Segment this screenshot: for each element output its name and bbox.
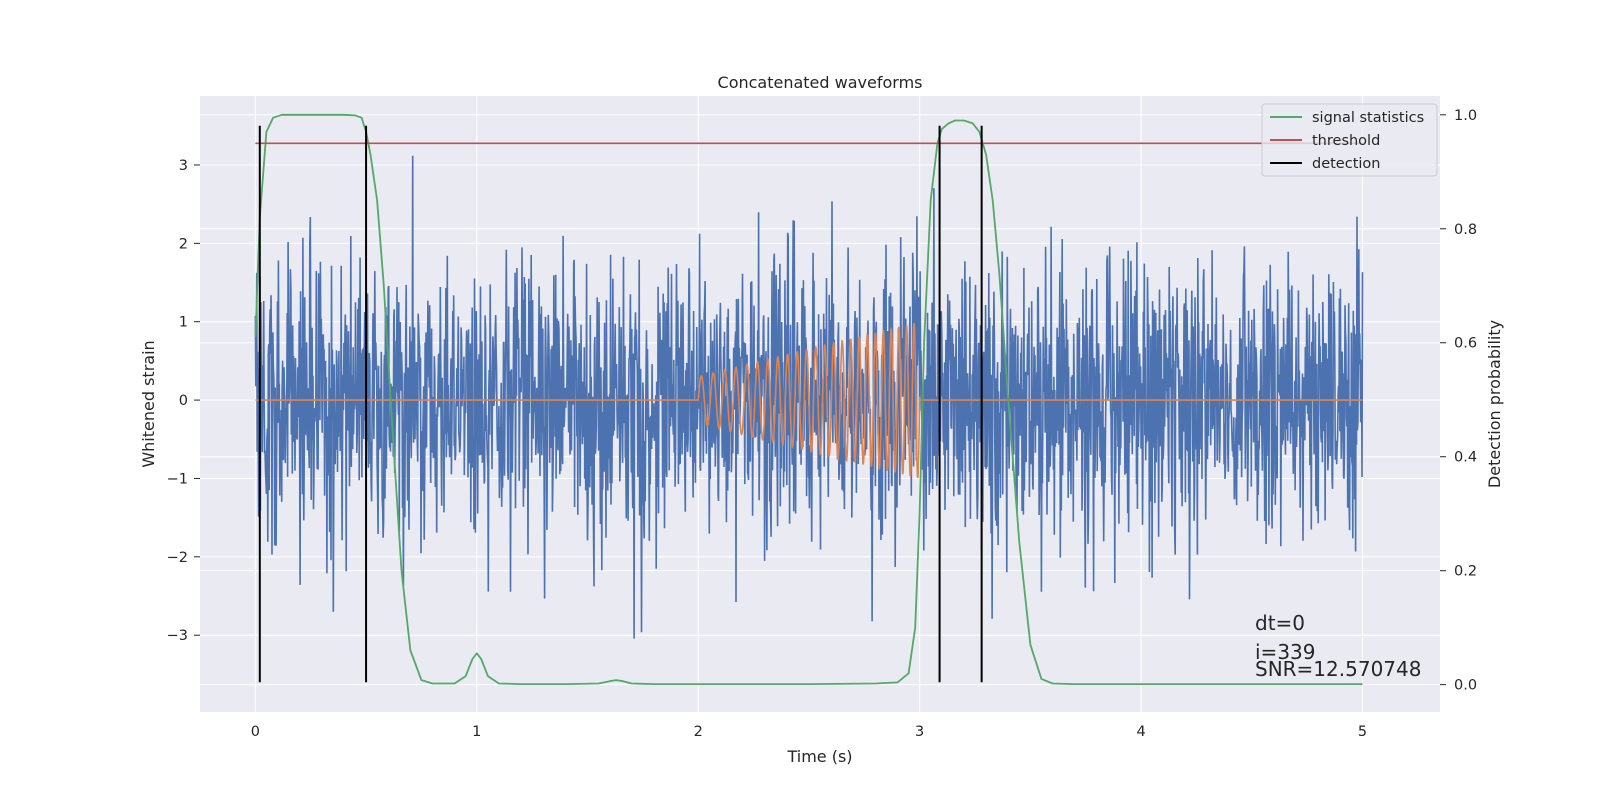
plot-area (254, 113, 1364, 685)
x-tick-label: 5 (1358, 724, 1367, 740)
x-tick-label: 4 (1136, 724, 1145, 740)
y-tick-label: 0 (179, 393, 188, 409)
y2-tick-label: 0.6 (1454, 336, 1477, 352)
y2-tick-label: 0.2 (1454, 564, 1477, 580)
legend-box (1261, 103, 1438, 177)
chart-title: Concatenated waveforms (718, 73, 923, 92)
legend-label-signal-statistics: signal statistics (1312, 110, 1424, 126)
series-noise-line (254, 155, 1364, 639)
y2-tick-label: 0.8 (1454, 222, 1477, 238)
legend: signal statistics threshold detection (1261, 103, 1438, 177)
y-tick-label: −2 (167, 550, 188, 566)
annotation-dt: dt=0 (1255, 611, 1305, 635)
y-tick-label: 1 (179, 315, 188, 331)
y-tick-label: −3 (167, 628, 188, 644)
annotation-index: i=339 (1255, 640, 1316, 664)
legend-label-detection: detection (1312, 156, 1380, 172)
y-tick-label: 2 (179, 236, 188, 252)
y2-tick-label: 0.0 (1454, 678, 1477, 694)
x-tick-label: 3 (915, 724, 924, 740)
y-axis-ticks: −3 −2 −1 0 1 2 3 (167, 158, 200, 644)
y2-axis-ticks: 0.0 0.2 0.4 0.6 0.8 1.0 (1440, 108, 1477, 694)
annotation-snr: SNR=12.570748 (1255, 657, 1421, 681)
x-axis-ticks: 0 1 2 3 4 5 (251, 724, 1367, 740)
y2-tick-label: 1.0 (1454, 108, 1477, 124)
y2-axis-label: Detection probability (1485, 320, 1504, 488)
series-chirp-line (255, 323, 1363, 479)
legend-label-threshold: threshold (1312, 133, 1380, 149)
x-tick-label: 2 (694, 724, 703, 740)
x-tick-label: 1 (472, 724, 481, 740)
y2-tick-label: 0.4 (1454, 450, 1477, 466)
x-axis-label: Time (s) (786, 747, 852, 766)
y-axis-label: Whitened strain (139, 340, 158, 467)
y-tick-label: 3 (179, 158, 188, 174)
x-tick-label: 0 (251, 724, 260, 740)
y-tick-label: −1 (167, 471, 188, 487)
